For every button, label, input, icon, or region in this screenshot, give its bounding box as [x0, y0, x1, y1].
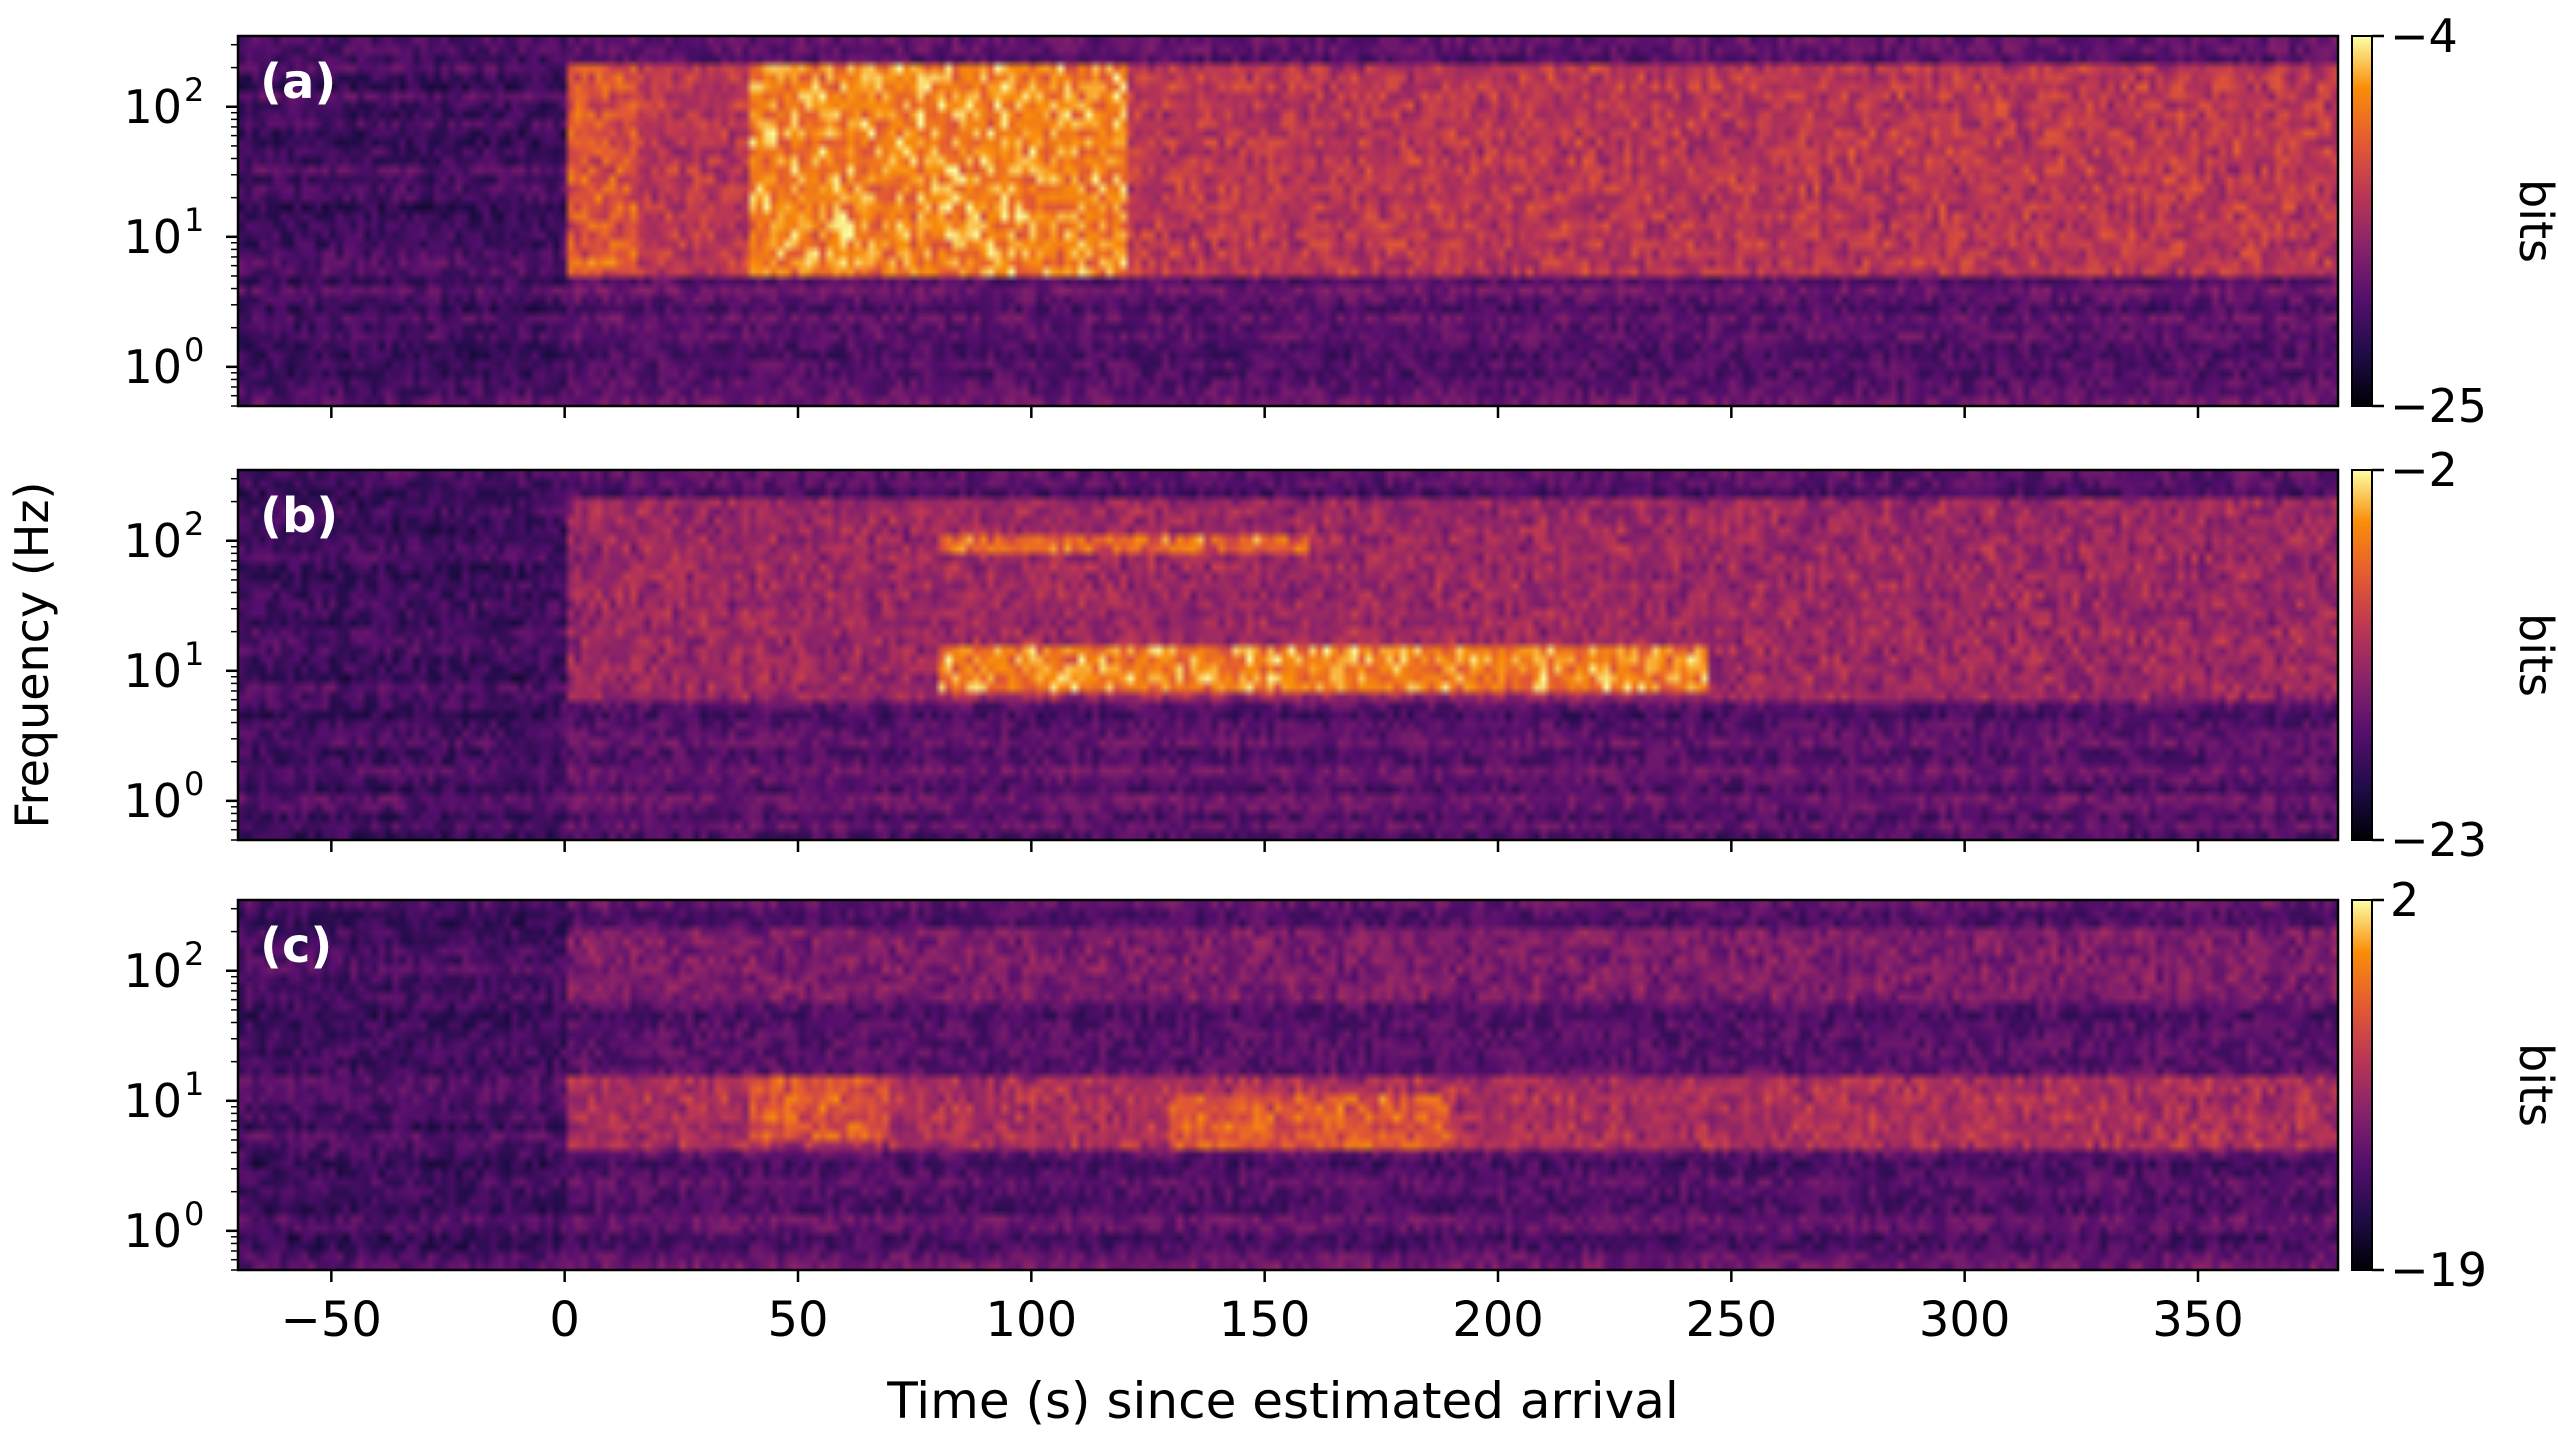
x-tick-label: 100 — [986, 1292, 1078, 1348]
y-tick-exponent: 0 — [184, 1195, 204, 1233]
heatmap-image — [238, 900, 2338, 1270]
colorbar — [2351, 469, 2373, 841]
y-tick-exponent: 1 — [184, 1065, 204, 1103]
colorbar-max-label: −4 — [2390, 9, 2458, 63]
x-tick-label: 0 — [549, 1292, 580, 1348]
x-tick-label: 50 — [767, 1292, 828, 1348]
x-tick-label: 350 — [2152, 1292, 2244, 1348]
y-tick-label: 10 — [123, 80, 182, 134]
heatmap-image — [238, 470, 2338, 840]
x-axis-label: Time (s) since estimated arrival — [886, 1372, 1679, 1430]
panel-label: (c) — [260, 918, 332, 974]
panel-label: (b) — [260, 488, 338, 544]
y-tick-label: 10 — [123, 1204, 182, 1258]
y-tick-label: 10 — [123, 644, 182, 698]
colorbar-label: bits — [2509, 613, 2558, 697]
x-tick-label: 150 — [1219, 1292, 1311, 1348]
colorbar — [2351, 899, 2373, 1271]
y-tick-label: 10 — [123, 1074, 182, 1128]
y-tick-exponent: 2 — [184, 71, 204, 109]
y-tick-label: 10 — [123, 340, 182, 394]
colorbar-min-label: −19 — [2390, 1243, 2487, 1297]
axes-frame — [236, 34, 2340, 408]
y-tick-exponent: 2 — [184, 505, 204, 543]
axes-frame — [236, 898, 2340, 1272]
y-tick-label: 10 — [123, 210, 182, 264]
colorbar-label: bits — [2509, 1043, 2558, 1127]
y-tick-label: 10 — [123, 944, 182, 998]
y-tick-exponent: 0 — [184, 331, 204, 369]
y-tick-exponent: 2 — [184, 935, 204, 973]
y-tick-label: 10 — [123, 774, 182, 828]
y-tick-label: 10 — [123, 514, 182, 568]
panel-label: (a) — [260, 54, 336, 110]
heatmap-image — [238, 36, 2338, 406]
y-tick-exponent: 1 — [184, 201, 204, 239]
axes-frame — [236, 468, 2340, 842]
y-axis-label: Frequency (Hz) — [5, 482, 59, 829]
x-tick-label: 200 — [1452, 1292, 1544, 1348]
x-tick-label: 300 — [1919, 1292, 2011, 1348]
colorbar-min-label: −25 — [2390, 379, 2487, 433]
x-tick-label: 250 — [1686, 1292, 1778, 1348]
colorbar-min-label: −23 — [2390, 813, 2487, 867]
colorbar — [2351, 35, 2373, 407]
y-tick-exponent: 0 — [184, 765, 204, 803]
colorbar-max-label: 2 — [2390, 873, 2419, 927]
colorbar-max-label: −2 — [2390, 443, 2458, 497]
colorbar-label: bits — [2509, 179, 2558, 263]
y-tick-exponent: 1 — [184, 635, 204, 673]
x-tick-label: −50 — [281, 1292, 382, 1348]
